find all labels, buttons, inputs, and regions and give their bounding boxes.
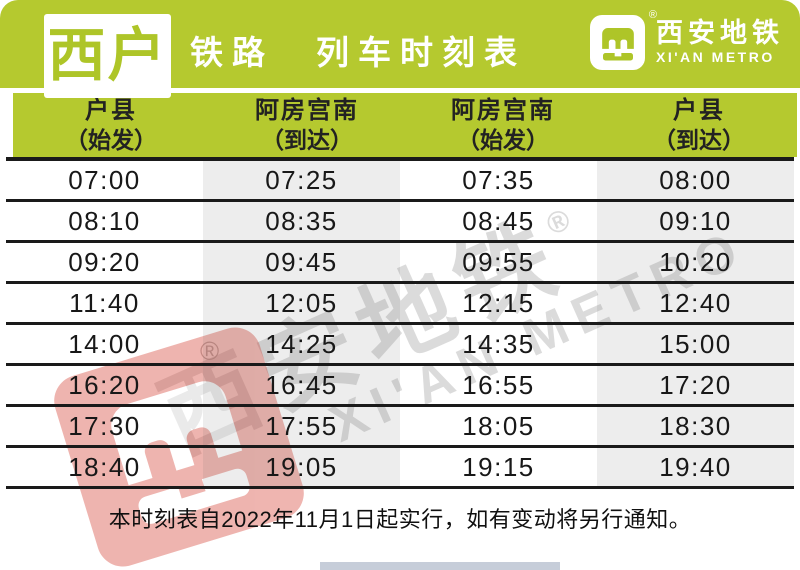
logo-registered-mark-icon: ® bbox=[648, 9, 657, 21]
page-title: 铁路 列车时刻表 bbox=[190, 34, 526, 71]
time-cell: 16:20 bbox=[68, 369, 141, 400]
table-row: 08:10 08:35 08:45 09:10 bbox=[6, 202, 794, 243]
title-bar: 西户 铁路 列车时刻表 ® 西安地铁 XI'AN METRO bbox=[0, 0, 800, 98]
time-cell: 11:40 bbox=[69, 287, 140, 318]
effective-date-note: 本时刻表自2022年11月1日起实行，如有变动将另行通知。 bbox=[108, 507, 692, 532]
xian-metro-logo: ® 西安地铁 XI'AN METRO bbox=[590, 9, 784, 70]
column-header-efanggongnan-arrive: 阿房宫南 （到达） bbox=[209, 93, 405, 157]
time-cell: 09:10 bbox=[597, 202, 794, 240]
time-cell: 17:55 bbox=[203, 407, 400, 445]
logo-cn-label: 西安地铁 bbox=[656, 18, 784, 49]
timetable-grid: 07:00 07:25 07:35 08:00 08:10 08:35 08:4… bbox=[6, 157, 794, 489]
time-cell: 08:45 bbox=[462, 205, 535, 236]
bottom-edge-strip bbox=[320, 562, 560, 570]
column-header-efanggongnan-depart: 阿房宫南 （始发） bbox=[405, 93, 601, 157]
time-cell: 16:45 bbox=[203, 366, 400, 404]
time-cell: 08:10 bbox=[68, 205, 141, 236]
time-cell: 07:35 bbox=[462, 164, 535, 195]
station-name: 阿房宫南 bbox=[255, 97, 359, 125]
time-cell: 15:00 bbox=[597, 325, 794, 363]
time-cell: 16:55 bbox=[462, 369, 535, 400]
time-cell: 09:45 bbox=[203, 243, 400, 281]
column-header-huxian-arrive: 户县 （到达） bbox=[601, 93, 797, 157]
station-name: 户县 bbox=[85, 97, 137, 125]
column-header-huxian-depart: 户县 （始发） bbox=[13, 93, 209, 157]
time-cell: 18:40 bbox=[68, 451, 141, 482]
stop-type: （始发） bbox=[65, 126, 157, 153]
stop-type: （始发） bbox=[457, 126, 549, 153]
logo-en-label: XI'AN METRO bbox=[656, 48, 775, 65]
metro-logo-box: ® bbox=[590, 9, 657, 70]
time-cell: 10:20 bbox=[597, 243, 794, 281]
table-row: 11:40 12:05 12:15 12:40 bbox=[6, 284, 794, 325]
table-row: 17:30 17:55 18:05 18:30 bbox=[6, 407, 794, 448]
logo-text: 西安地铁 XI'AN METRO bbox=[656, 19, 784, 65]
table-row: 18:40 19:05 19:15 19:40 bbox=[6, 448, 794, 489]
time-cell: 07:00 bbox=[68, 164, 141, 195]
time-cell: 14:25 bbox=[203, 325, 400, 363]
time-cell: 07:25 bbox=[203, 161, 400, 199]
time-cell: 18:05 bbox=[462, 410, 535, 441]
time-cell: 08:35 bbox=[203, 202, 400, 240]
time-cell: 17:30 bbox=[68, 410, 141, 441]
table-row: 16:20 16:45 16:55 17:20 bbox=[6, 366, 794, 407]
time-cell: 14:35 bbox=[462, 328, 535, 359]
table-header-row: 户县 （始发） 阿房宫南 （到达） 阿房宫南 （始发） 户县 （到达） bbox=[13, 93, 797, 157]
stop-type: （到达） bbox=[653, 126, 745, 153]
time-cell: 19:15 bbox=[462, 451, 535, 482]
station-name: 阿房宫南 bbox=[451, 97, 555, 125]
time-cell: 14:00 bbox=[68, 328, 141, 359]
time-cell: 17:20 bbox=[597, 366, 794, 404]
time-cell: 12:40 bbox=[597, 284, 794, 322]
table-row: 07:00 07:25 07:35 08:00 bbox=[6, 161, 794, 202]
metro-logo-icon bbox=[601, 27, 634, 60]
stop-type: （到达） bbox=[261, 126, 353, 153]
time-cell: 19:05 bbox=[203, 448, 400, 486]
station-name: 户县 bbox=[673, 97, 725, 125]
time-cell: 12:05 bbox=[203, 284, 400, 322]
table-row: 09:20 09:45 09:55 10:20 bbox=[6, 243, 794, 284]
time-cell: 09:55 bbox=[462, 246, 535, 277]
route-badge-label: 西户 bbox=[47, 23, 168, 88]
time-cell: 18:30 bbox=[597, 407, 794, 445]
time-cell: 12:15 bbox=[462, 287, 535, 318]
time-cell: 19:40 bbox=[597, 448, 794, 486]
route-badge: 西户 bbox=[44, 14, 171, 98]
table-row: 14:00 14:25 14:35 15:00 bbox=[6, 325, 794, 366]
time-cell: 09:20 bbox=[68, 246, 141, 277]
time-cell: 08:00 bbox=[597, 161, 794, 199]
